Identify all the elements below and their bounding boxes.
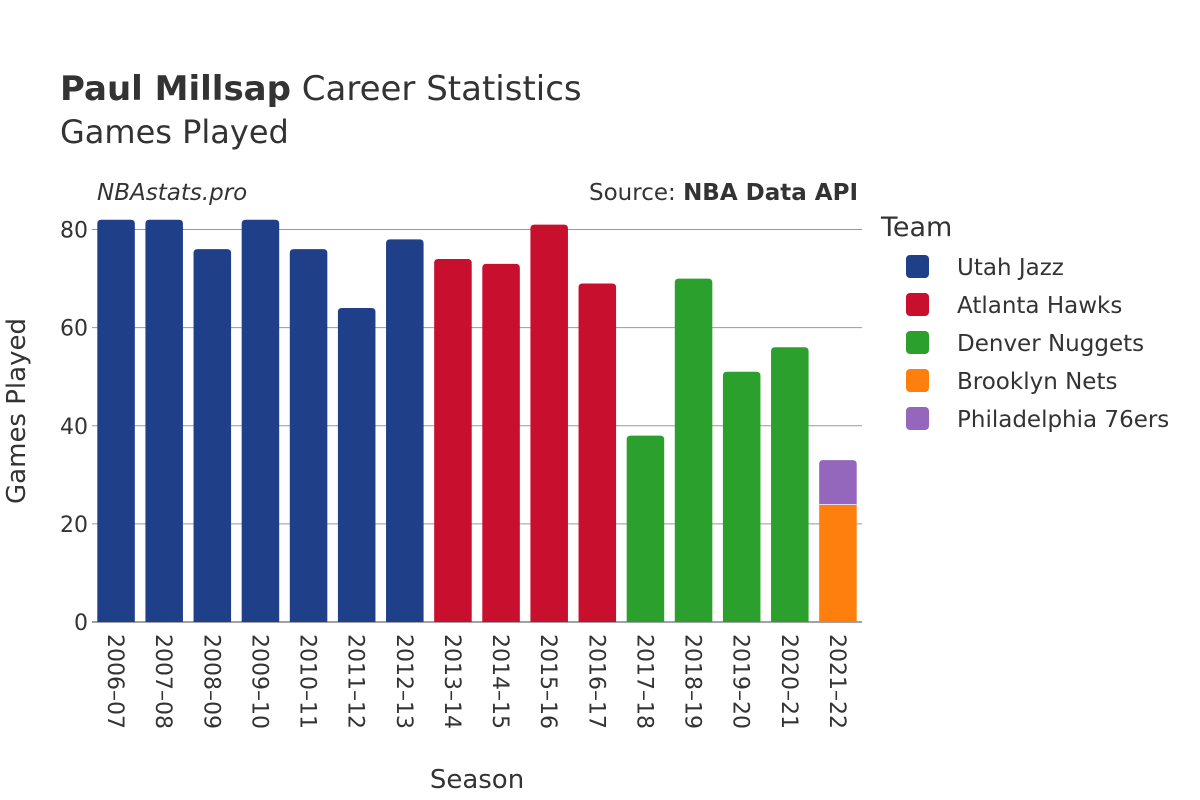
- bar-atlanta-hawks-2016–17: [578, 283, 617, 622]
- x-tick-label: 2020–21: [776, 634, 801, 729]
- bar-denver-nuggets-2020–21: [771, 347, 809, 622]
- chart-title: Paul Millsap Career Statistics: [60, 69, 582, 109]
- x-axis-label: Season: [430, 765, 524, 795]
- y-tick-label: 60: [60, 317, 88, 342]
- y-tick-label: 0: [74, 611, 88, 636]
- bar-denver-nuggets-2019–20: [722, 371, 761, 622]
- y-axis-label: Games Played: [2, 318, 32, 504]
- x-tick-label: 2019–20: [728, 634, 753, 729]
- bar-atlanta-hawks-2015–16: [530, 224, 568, 622]
- legend-swatch: [906, 407, 929, 430]
- x-axis-ticks: 2006–07 2007–08 2008–09 2009–10 2010–11 2011–…: [102, 634, 849, 729]
- bar-utah-jazz-2010–11: [289, 249, 328, 622]
- x-tick-label: 2021–22: [824, 634, 849, 729]
- legend-label: Brooklyn Nets: [957, 369, 1117, 395]
- x-tick-label: 2008–09: [198, 634, 223, 729]
- bar-utah-jazz-2011–12: [337, 308, 376, 622]
- y-tick-label: 20: [60, 513, 88, 538]
- x-tick-label: 2015–16: [535, 634, 560, 729]
- legend-swatch: [906, 369, 929, 392]
- legend-swatch: [906, 331, 929, 354]
- title-player-name: Paul Millsap: [60, 69, 291, 109]
- bar-utah-jazz-2009–10: [241, 219, 280, 622]
- bar-denver-nuggets-2017–18: [626, 435, 665, 622]
- legend: Utah Jazz Atlanta Hawks Denver Nuggets Broo…: [906, 255, 1169, 433]
- source-text: Source: NBA Data API: [589, 180, 858, 206]
- x-tick-label: 2012–13: [391, 634, 416, 729]
- watermark: NBAstats.pro: [97, 180, 247, 206]
- x-tick-label: 2014–15: [487, 634, 512, 729]
- x-tick-label: 2011–12: [343, 634, 368, 729]
- bar-utah-jazz-2006–07: [97, 219, 135, 622]
- y-axis-ticks: 0 20 40 60 80: [60, 219, 88, 636]
- chart-subtitle: Games Played: [60, 113, 289, 151]
- bar-utah-jazz-2008–09: [193, 249, 232, 622]
- source-prefix: Source:: [589, 180, 683, 206]
- x-tick-label: 2006–07: [102, 634, 127, 729]
- bar-atlanta-hawks-2014–15: [482, 263, 520, 622]
- x-tick-label: 2018–19: [680, 634, 705, 729]
- legend-label: Atlanta Hawks: [957, 293, 1122, 319]
- x-tick-label: 2010–11: [295, 634, 320, 729]
- y-tick-label: 80: [60, 219, 88, 244]
- y-tick-label: 40: [60, 415, 88, 440]
- x-tick-label: 2007–08: [150, 634, 175, 729]
- bar-utah-jazz-2012–13: [386, 239, 424, 622]
- x-tick-label: 2017–18: [631, 634, 656, 729]
- legend-title: Team: [880, 212, 952, 243]
- source-name: NBA Data API: [683, 180, 858, 206]
- legend-label: Philadelphia 76ers: [957, 407, 1169, 433]
- x-tick-label: 2009–10: [246, 634, 271, 729]
- x-tick-label: 2016–17: [583, 634, 608, 729]
- bar-atlanta-hawks-2013–14: [434, 258, 472, 622]
- legend-swatch: [906, 255, 929, 278]
- x-tick-label: 2013–14: [439, 634, 464, 729]
- title-rest: Career Statistics: [302, 69, 582, 109]
- bar-philadelphia-76ers-2021–22: [819, 460, 857, 505]
- bar-denver-nuggets-2018–19: [674, 278, 713, 622]
- legend-label: Denver Nuggets: [957, 331, 1144, 357]
- bar-utah-jazz-2007–08: [145, 219, 183, 622]
- legend-label: Utah Jazz: [957, 255, 1064, 281]
- legend-swatch: [906, 293, 929, 316]
- bars: [97, 219, 857, 622]
- bar-brooklyn-nets-2021–22: [819, 504, 857, 622]
